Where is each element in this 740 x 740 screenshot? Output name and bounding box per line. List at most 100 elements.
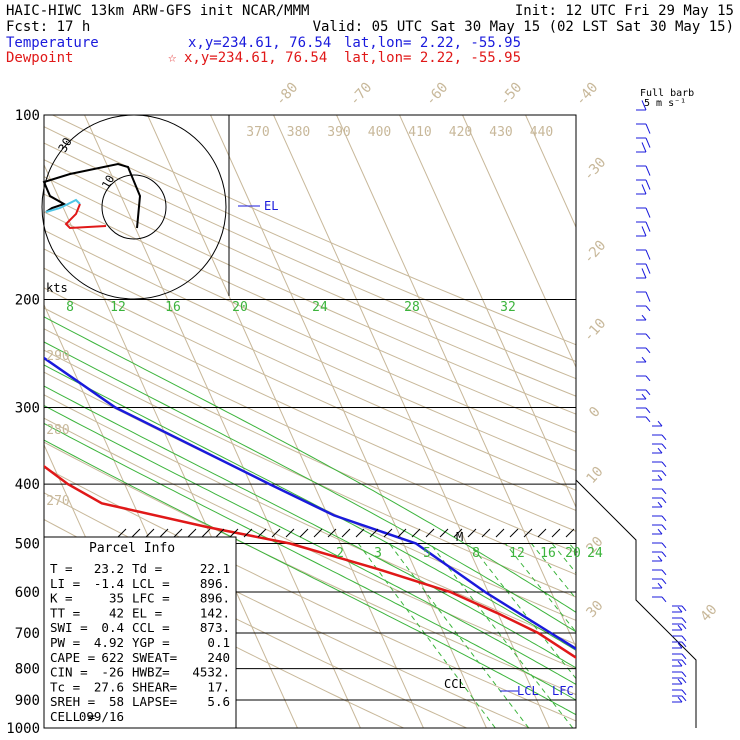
mixing-ratio-line xyxy=(469,543,576,680)
parcel-value: 27.6 xyxy=(94,679,124,694)
forecast-hour: Fcst: 17 h xyxy=(6,19,90,35)
wind-barb-flag xyxy=(645,333,651,340)
parcel-label: T = xyxy=(50,561,73,576)
pressure-label: 100 xyxy=(15,108,40,124)
hatch-mark xyxy=(397,528,407,538)
wind-barb-flag xyxy=(641,356,647,363)
hatch-mark xyxy=(117,528,127,538)
pressure-label: 900 xyxy=(15,693,40,709)
hodo-ring-label: 10 xyxy=(99,173,117,191)
theta-side-label: 270 xyxy=(46,494,69,509)
wind-barb-flag xyxy=(661,578,667,585)
hodo-trace xyxy=(42,162,142,229)
parcel-value: 099/16 xyxy=(79,709,124,724)
marker-el: EL xyxy=(264,199,278,213)
parcel-label: EL = xyxy=(132,605,162,620)
parcel-value: 0.4 xyxy=(101,620,124,635)
mixing-ratio-label: 5 xyxy=(423,546,431,561)
legend-dewpoint-xy: x,y=234.61, 76.54 xyxy=(184,50,327,66)
wind-barb-flag xyxy=(661,461,667,468)
theta-label: 440 xyxy=(530,125,553,140)
wind-barb-flag xyxy=(661,569,667,576)
wind-barb-flag xyxy=(661,434,667,441)
moist-adiabat-label: 12 xyxy=(110,300,126,315)
moist-adiabat-label: 20 xyxy=(232,300,248,315)
wind-barb-flag xyxy=(645,375,651,382)
parcel-box xyxy=(43,536,237,729)
hatch-mark xyxy=(495,528,505,538)
dry-adiabat-line xyxy=(44,142,576,380)
wind-barb-flag xyxy=(645,305,651,312)
wind-barb-flag xyxy=(645,407,651,414)
hodograph: kts 30 10 xyxy=(41,114,230,300)
hatch-mark xyxy=(383,528,393,538)
parcel-label: SREH = xyxy=(50,694,95,709)
hatch-mark xyxy=(439,528,449,538)
init-time: Init: 12 UTC Fri 29 May 15 xyxy=(515,3,734,19)
mixing-ratio-label: 2 xyxy=(336,546,344,561)
parcel-value: 622 xyxy=(101,650,124,665)
pressure-label: 200 xyxy=(15,293,40,309)
valid-time: Valid: 05 UTC Sat 30 May 15 (02 LST Sat … xyxy=(313,19,734,35)
parcel-label: SWI = xyxy=(50,620,88,635)
pressure-label: 700 xyxy=(15,626,40,642)
parcel-label: Tc = xyxy=(50,679,80,694)
hatch-mark xyxy=(425,528,435,538)
wind-barb-flag xyxy=(681,623,687,630)
dry-adiabat-line xyxy=(44,229,576,472)
pressure-label: 500 xyxy=(15,536,40,552)
hatch-mark xyxy=(257,528,267,538)
wind-barb-flag xyxy=(641,226,647,237)
legend-dewpoint: Dewpoint xyxy=(6,50,73,66)
pressure-label: 1000 xyxy=(6,721,40,737)
isotherm-line xyxy=(399,115,576,509)
parcel-title: Parcel Info xyxy=(89,541,175,556)
mixing-ratio-line xyxy=(388,543,530,728)
theta-label: 370 xyxy=(246,125,269,140)
hatch-mark xyxy=(523,528,533,538)
isotherm-label: -40 xyxy=(573,80,602,110)
hatch-mark xyxy=(313,528,323,538)
parcel-value: 58 xyxy=(109,694,124,709)
wind-barb-flag xyxy=(641,184,647,195)
hatch-mark xyxy=(131,528,141,538)
wind-barb-flag xyxy=(645,221,651,232)
wind-barb-flag xyxy=(645,165,651,176)
wind-barb-flag xyxy=(645,207,651,218)
dry-adiabat-line xyxy=(44,307,576,554)
hatch-mark xyxy=(285,528,295,538)
legend-dewpoint-marker-icon: ☆ xyxy=(168,50,177,66)
wind-barb-flag xyxy=(681,695,687,702)
wind-barb-flag xyxy=(661,488,667,495)
wind-barb-flag xyxy=(641,268,647,279)
wind-barb-flag xyxy=(645,416,651,423)
wind-barb-flag xyxy=(661,497,667,504)
wind-barb-flag xyxy=(677,696,683,703)
isotherm-label: -80 xyxy=(273,80,302,110)
legend-temperature-latlon: lat,lon= 2.22, -55.95 xyxy=(344,35,521,51)
hatch-mark xyxy=(271,528,281,538)
parcel-value: 4.92 xyxy=(94,635,124,650)
dry-adiabat-line xyxy=(44,466,576,722)
theta-label: 430 xyxy=(489,125,512,140)
header: HAIC-HIWC 13km ARW-GFS init NCAR/MMM Ini… xyxy=(6,3,734,66)
isotherm-label: -50 xyxy=(497,80,526,110)
mixing-ratio-line xyxy=(429,543,574,728)
theta-label: 420 xyxy=(449,125,472,140)
parcel-value: 23.2 xyxy=(94,561,124,576)
wind-barb-flag xyxy=(681,653,687,660)
hatch-mark xyxy=(341,528,351,538)
parcel-label: LFC = xyxy=(132,591,170,606)
hatch-mark xyxy=(201,528,211,538)
parcel-label: HWBZ= xyxy=(132,665,170,680)
wind-barb-flag xyxy=(677,642,683,649)
hatch-mark xyxy=(187,528,197,538)
parcel-label: SWEAT= xyxy=(132,650,177,665)
wind-barb-flag xyxy=(677,678,683,685)
wind-barb-flag xyxy=(645,389,651,396)
wind-barb-flag xyxy=(681,677,687,684)
barb-unit: 5 m s⁻¹ xyxy=(644,98,686,109)
hatch-mark xyxy=(299,528,309,538)
hatch-mark xyxy=(355,528,365,538)
hodo-ring-outer xyxy=(41,114,227,300)
